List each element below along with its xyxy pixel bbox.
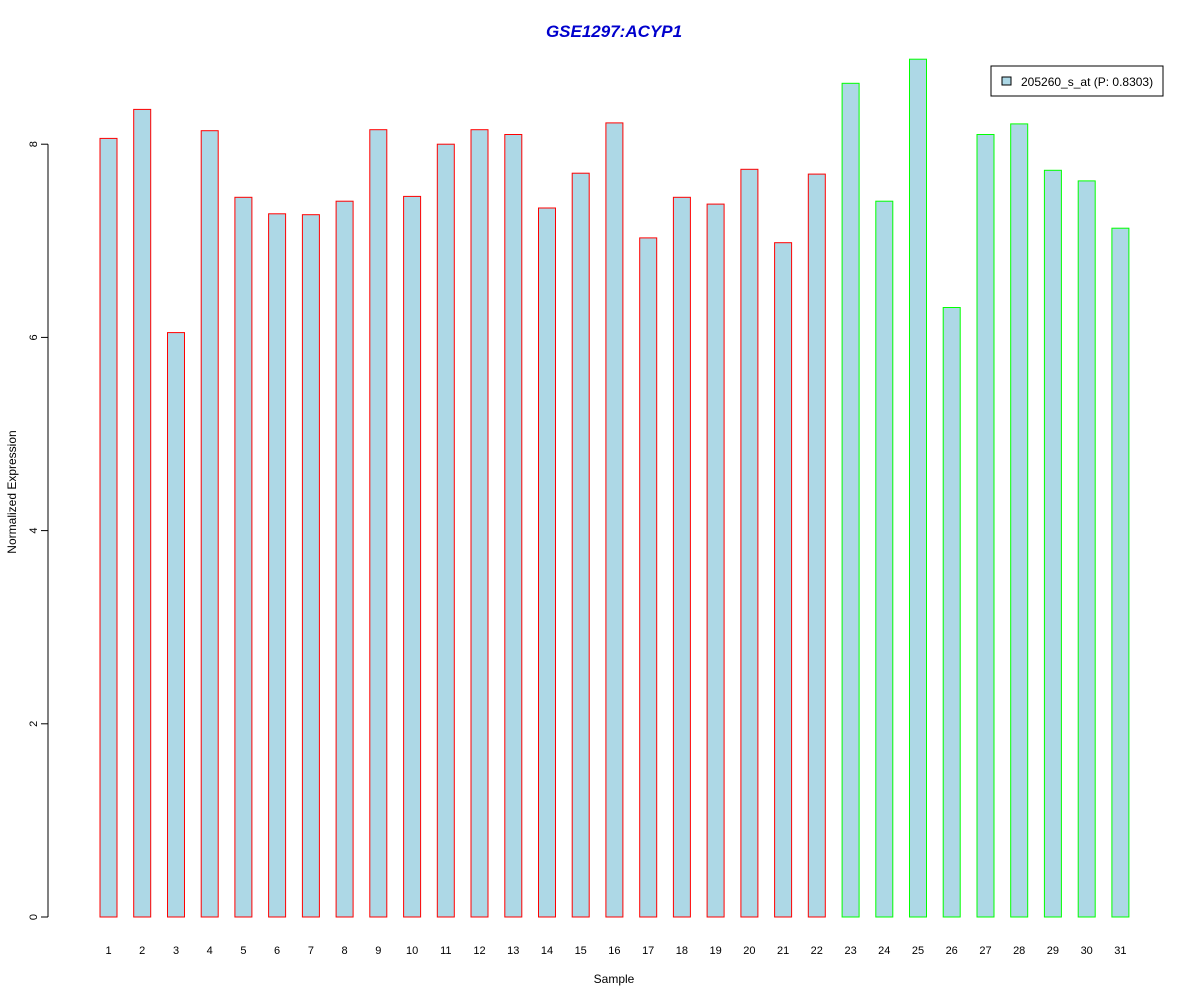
- bar-sample-23: [841, 82, 860, 918]
- bars: [99, 58, 1130, 918]
- x-tick-label: 12: [473, 945, 485, 957]
- bar-sample-9: [369, 129, 388, 918]
- legend-box: [990, 65, 1164, 97]
- x-tick-label: 4: [207, 945, 213, 957]
- x-tick-label: 1: [105, 945, 111, 957]
- x-tick-label: 21: [777, 945, 789, 957]
- legend: 205260_s_at (P: 0.8303): [990, 65, 1164, 97]
- bar-sample-15: [571, 172, 590, 918]
- x-tick-label: 3: [173, 945, 179, 957]
- bar-sample-8: [335, 200, 354, 918]
- x-tick-label: 29: [1047, 945, 1059, 957]
- x-tick-label: 8: [342, 945, 348, 957]
- bar-sample-11: [436, 143, 455, 918]
- x-tick-label: 24: [878, 945, 890, 957]
- bar-sample-21: [774, 242, 793, 918]
- bar-sample-2: [133, 108, 152, 918]
- bar-sample-6: [268, 213, 287, 918]
- y-axis: 0 2 4 6 8: [28, 141, 49, 920]
- bar-sample-29: [1043, 169, 1062, 918]
- x-tick-label: 13: [507, 945, 519, 957]
- x-tick-label: 10: [406, 945, 418, 957]
- bar-sample-14: [538, 207, 556, 918]
- x-tick-label: 7: [308, 945, 314, 957]
- x-tick-label: 31: [1114, 945, 1126, 957]
- bar-sample-7: [301, 214, 320, 918]
- bar-sample-18: [672, 196, 691, 918]
- x-tick-label: 14: [541, 945, 553, 957]
- x-tick-label: 2: [139, 945, 145, 957]
- x-tick-label: 16: [608, 945, 620, 957]
- bar-sample-3: [167, 332, 185, 918]
- bar-sample-26: [942, 307, 961, 918]
- x-tick-label: 19: [709, 945, 721, 957]
- x-tick-label: 18: [676, 945, 688, 957]
- legend-swatch: [1001, 76, 1012, 86]
- bar-sample-25: [909, 58, 927, 918]
- bar-sample-30: [1077, 180, 1096, 918]
- bar-sample-31: [1111, 227, 1130, 918]
- x-tick-label: 5: [240, 945, 246, 957]
- bar-sample-27: [976, 134, 995, 918]
- bar-sample-10: [403, 195, 422, 918]
- x-tick-label: 15: [575, 945, 587, 957]
- x-tick-labels: 1 2 3 4 5 6 7 8 9 10 11 12 13 14 15 16 17 18 19 20 21 22 23 24 2…: [105, 945, 1126, 957]
- x-tick-label: 28: [1013, 945, 1025, 957]
- x-tick-label: 17: [642, 945, 654, 957]
- bar-sample-22: [807, 173, 826, 918]
- x-tick-label: 30: [1081, 945, 1093, 957]
- bar-sample-17: [639, 237, 658, 918]
- bar-sample-4: [200, 130, 219, 918]
- x-tick-label: 9: [375, 945, 381, 957]
- x-tick-label: 27: [979, 945, 991, 957]
- x-tick-label: 6: [274, 945, 280, 957]
- x-tick-label: 20: [743, 945, 755, 957]
- bar-sample-16: [605, 122, 624, 918]
- bar-sample-5: [234, 196, 253, 918]
- y-tick-label: 6: [28, 334, 40, 340]
- bar-sample-28: [1010, 123, 1029, 918]
- bar-sample-13: [504, 134, 523, 918]
- y-tick-label: 4: [28, 528, 40, 534]
- x-tick-label: 25: [912, 945, 924, 957]
- bar-sample-24: [875, 200, 894, 918]
- chart-title: GSE1297:ACYP1: [546, 22, 682, 41]
- bar-sample-1: [99, 137, 118, 918]
- bar-sample-20: [740, 168, 759, 918]
- y-axis-label: Normalized Expression: [5, 430, 19, 553]
- x-tick-label: 22: [811, 945, 823, 957]
- legend-label: 205260_s_at (P: 0.8303): [1021, 75, 1153, 89]
- x-tick-label: 26: [946, 945, 958, 957]
- bar-sample-19: [706, 203, 725, 918]
- y-tick-label: 8: [28, 141, 40, 147]
- y-tick-label: 0: [28, 914, 40, 920]
- y-tick-label: 2: [28, 721, 40, 727]
- x-tick-label: 23: [844, 945, 856, 957]
- x-axis-label: Sample: [594, 972, 635, 986]
- bar-sample-12: [470, 129, 489, 918]
- x-tick-label: 11: [440, 945, 451, 957]
